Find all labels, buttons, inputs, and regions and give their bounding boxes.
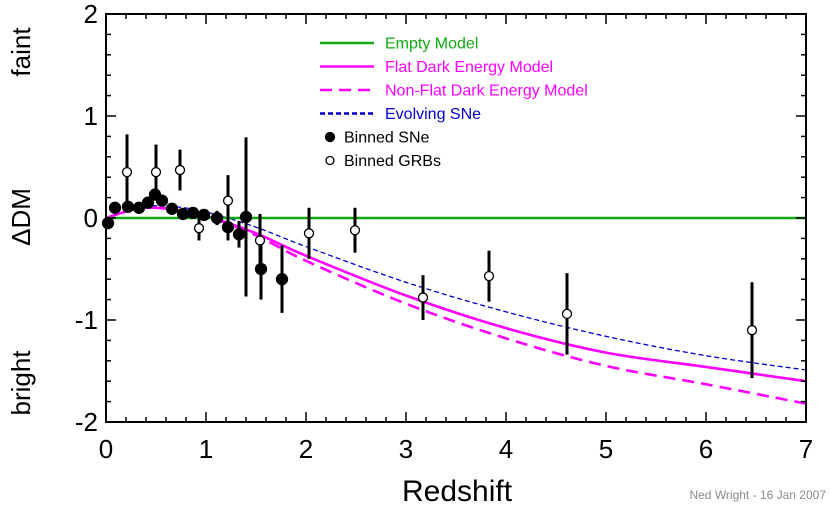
sn-point	[239, 210, 253, 224]
x-tick-label: 4	[499, 434, 513, 464]
grb-point	[150, 166, 162, 178]
grb-point	[222, 195, 234, 206]
x-tick-label: 3	[399, 434, 413, 464]
grb-point	[193, 223, 205, 234]
legend-label-evolving-sne: Evolving SNe	[385, 106, 481, 123]
y-axis-bright-label: bright	[6, 350, 36, 416]
sn-point	[165, 202, 179, 215]
y-tick-label: 0	[84, 203, 98, 233]
sn-point	[210, 211, 224, 225]
x-tick-label: 2	[299, 434, 313, 464]
curve-non-flat-dark-energy-model	[105, 206, 807, 405]
curve-evolving-sne	[105, 205, 807, 371]
y-tick-label: -1	[75, 305, 98, 335]
x-tick-label: 0	[99, 434, 113, 464]
grb-point	[303, 228, 315, 239]
sn-point	[197, 208, 211, 222]
grb-point	[561, 308, 573, 320]
legend-label-non-flat-dark-energy-model: Non-Flat Dark Energy Model	[385, 83, 588, 100]
x-tick-label: 7	[799, 434, 813, 464]
grb-point	[417, 292, 429, 303]
legend-label-empty-model: Empty Model	[385, 36, 478, 53]
x-tick-label: 5	[599, 434, 613, 464]
legend-label-flat-dark-energy-model: Flat Dark Energy Model	[385, 59, 553, 76]
credit-text: Ned Wright - 16 Jan 2007	[689, 488, 826, 502]
sn-point	[155, 194, 169, 207]
y-tick-label: 1	[84, 101, 98, 131]
sn-point	[108, 201, 122, 214]
grb-point	[746, 325, 758, 336]
sn-point	[132, 201, 146, 214]
y-axis-title: ΔDM	[6, 188, 36, 246]
y-axis-faint-label: faint	[6, 27, 36, 77]
grb-point	[483, 270, 495, 282]
y-tick-label: -2	[75, 407, 98, 437]
grb-point	[174, 164, 186, 176]
sn-point	[101, 216, 115, 230]
grb-point	[349, 225, 361, 236]
grb-point	[121, 166, 133, 178]
y-tick-label: 2	[84, 0, 98, 29]
x-tick-label: 6	[699, 434, 713, 464]
legend-marker-binned-sne	[324, 131, 336, 143]
legend-label-binned-grbs: Binned GRBs	[344, 153, 441, 170]
legend-marker-binned-grbs	[325, 155, 335, 166]
x-axis-title: Redshift	[402, 475, 513, 506]
sn-point	[275, 273, 289, 286]
x-tick-label: 1	[199, 434, 213, 464]
sn-point	[141, 196, 155, 209]
grb-point	[254, 235, 266, 246]
sn-point	[232, 228, 246, 241]
data-points	[101, 134, 758, 379]
legend: Empty Model Flat Dark Energy Model Non-Fla…	[320, 36, 588, 170]
model-curves	[105, 205, 807, 405]
legend-label-binned-sne: Binned SNe	[344, 130, 429, 147]
curve-flat-dark-energy-model	[105, 206, 807, 383]
chart-axes: 0 1 2 3 4 5 6 7 -2 -1 0 1 2	[75, 0, 813, 464]
sn-point	[176, 207, 190, 221]
sn-point	[186, 206, 200, 220]
